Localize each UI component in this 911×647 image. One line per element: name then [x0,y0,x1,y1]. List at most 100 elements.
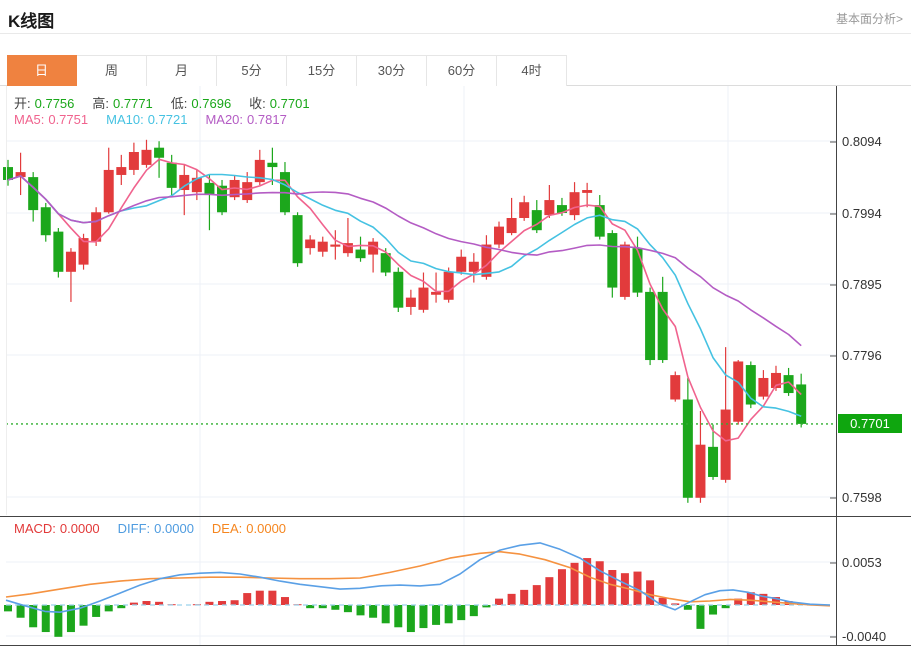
candle-body [65,251,76,272]
macd-value: 0.0000 [246,521,287,536]
macd-value: 0.0000 [59,521,100,536]
ma-label: MA20: [205,112,244,127]
ohlc-value: 0.7756 [34,96,75,111]
tab-5min[interactable]: 5分 [217,56,287,86]
tab-15min[interactable]: 15分 [287,56,357,86]
candle-body [619,244,630,297]
candle-body [217,185,228,213]
candle-body [607,233,618,288]
candle-body [556,205,567,213]
macd-bar [331,605,340,610]
candle-body [267,162,278,168]
candle-body [582,190,593,193]
macd-bar [280,597,289,605]
price-tick-label: 0.7598 [842,490,882,505]
ohlc-legend: 开: 0.7756 高: 0.7771 低: 0.7696 收: 0.7701 [14,93,328,112]
candle-body [355,249,366,259]
macd-label: DIFF: [117,521,151,536]
macd-bar [117,605,126,609]
macd-bar [633,571,642,605]
macd-bar [734,598,743,605]
ma20-line [7,175,802,347]
macd-bar [205,601,214,605]
tab-30min[interactable]: 30分 [357,56,427,86]
interval-tabbar: 日周月 5分 15分 30分 60分 4时 [7,55,567,86]
candle-body [456,256,467,272]
candle-body [443,271,454,300]
candle-body [191,177,202,193]
ohlc-item: 低: 0.7696 [171,96,235,111]
candle-body [506,218,517,234]
macd-bar [746,592,755,605]
fundamental-analysis-link[interactable]: 基本面分析> [835,12,903,26]
macd-bar [532,585,541,605]
candle-body [368,241,379,255]
macd-bar [218,601,227,605]
ma-value: 0.7751 [48,112,89,127]
candle-body [53,231,64,272]
candle-body [720,409,731,480]
macd-item: DIFF: 0.0000 [118,521,198,536]
tab-day[interactable]: 日 [7,55,77,86]
candle-body [431,291,442,295]
candle-body [733,361,744,422]
macd-bar [709,605,718,615]
macd-bar [608,569,617,605]
macd-bar [419,605,428,629]
price-tick-label: 0.7994 [842,206,882,221]
macd-bar [255,590,264,605]
price-tick-label: 0.8094 [842,134,882,149]
macd-bar [29,605,38,628]
macd-bar [721,605,730,609]
tab-60min[interactable]: 60分 [427,56,497,86]
dea-line [5,550,831,607]
candle-body [292,215,303,264]
candle-body [78,238,89,265]
candle-body [531,210,542,231]
ma-item: MA10: 0.7721 [106,112,191,127]
macd-bar [595,561,604,605]
ohlc-item: 开: 0.7756 [14,96,78,111]
candle-body [204,182,215,196]
candle-body [657,291,668,361]
macd-bar [41,605,50,633]
macd-bar [507,593,516,605]
ma-legend: MA5: 0.7751 MA10: 0.7721 MA20: 0.7817 [14,112,305,127]
macd-bar [646,580,655,605]
candle-body [796,384,807,424]
ma-item: MA5: 0.7751 [14,112,92,127]
candle-body [305,239,316,249]
ma10-line [7,173,802,418]
candle-body [28,177,39,211]
candle-body [103,169,114,213]
macd-bar [66,605,75,633]
candle-body [405,297,416,307]
candle-body [682,399,693,498]
candle-body [393,271,404,308]
macd-bar [79,605,88,626]
macd-item: DEA: 0.0000 [212,521,290,536]
macd-bar [394,605,403,628]
macd-bar [155,601,164,605]
macd-label: DEA: [211,521,243,536]
macd-bar [545,577,554,605]
tab-month[interactable]: 月 [147,56,217,86]
candle-body [380,253,391,273]
macd-bar [92,605,101,617]
tab-4hour[interactable]: 4时 [497,56,567,86]
candle-body [154,147,165,158]
macd-bar [356,605,365,616]
macd-bar [482,605,491,608]
macd-tick-label: 0.0053 [842,555,882,570]
macd-bar [318,605,327,609]
candle-body [695,444,706,498]
candle-body [670,375,681,400]
macd-bar [369,605,378,618]
candle-body [342,243,353,254]
candle-body [494,226,505,245]
tab-week[interactable]: 周 [77,56,147,86]
candle-body [544,200,555,216]
candle-body [758,377,769,397]
macd-bar [306,605,315,609]
candle-body [632,248,643,293]
